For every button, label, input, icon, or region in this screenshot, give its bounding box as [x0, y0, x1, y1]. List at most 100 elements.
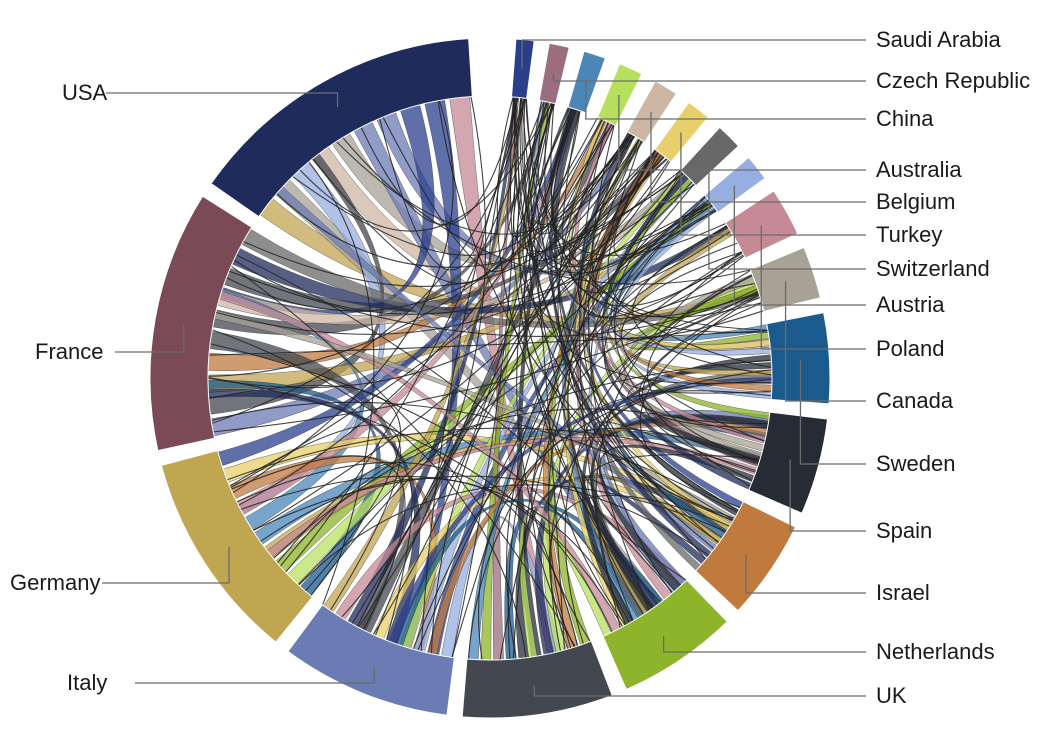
link-25 [506, 98, 603, 238]
leader-austria [733, 185, 866, 306]
arc-spain [748, 411, 829, 514]
arc-switzerland [679, 126, 740, 187]
link-123 [229, 424, 401, 611]
link-131 [519, 97, 693, 268]
label-china: China [876, 106, 934, 131]
leader-netherlands [662, 636, 866, 653]
arc-belgium [626, 80, 678, 143]
arc-turkey [654, 101, 709, 163]
link-41 [595, 250, 743, 626]
link-103 [545, 123, 718, 276]
link-128 [524, 102, 630, 257]
link-45 [430, 149, 657, 654]
link-129 [451, 138, 641, 658]
label-usa: USA [62, 80, 108, 105]
link-116 [496, 96, 676, 592]
link-57 [558, 134, 739, 512]
link-16 [211, 401, 739, 513]
link-106 [579, 121, 622, 629]
link-124 [638, 293, 768, 429]
arc-austria [703, 156, 766, 214]
leader-china [585, 82, 866, 120]
link-130 [276, 172, 685, 268]
link-7 [273, 359, 772, 559]
link-118 [372, 102, 553, 635]
label-czech-republic: Czech Republic [876, 68, 1030, 93]
link-104 [297, 195, 706, 586]
link-87 [537, 108, 613, 232]
label-belgium: Belgium [876, 189, 955, 214]
link-44 [276, 463, 413, 641]
arc-france [149, 195, 253, 452]
link-114 [571, 149, 714, 262]
link-60 [211, 97, 525, 424]
link-115 [524, 106, 662, 603]
label-poland: Poland [876, 336, 945, 361]
leader-saudi-arabia [521, 39, 866, 69]
link-layer [207, 96, 773, 660]
link-113 [516, 109, 591, 642]
arc-netherlands [602, 579, 728, 691]
link-43 [279, 408, 766, 567]
link-89 [437, 100, 734, 522]
link-111 [587, 124, 673, 594]
link-17 [298, 484, 727, 586]
label-italy: Italy [67, 670, 107, 695]
arc-poland [724, 190, 799, 259]
link-50 [577, 138, 744, 318]
leader-italy [135, 666, 375, 684]
link-105 [285, 101, 545, 573]
link-117 [236, 254, 674, 594]
link-2 [226, 427, 757, 481]
label-france: France [35, 339, 103, 364]
link-93 [420, 98, 526, 652]
link-84 [233, 204, 714, 315]
arc-saudi-arabia [510, 38, 535, 99]
link-59 [593, 421, 753, 550]
link-133 [417, 171, 683, 651]
leader-usa [106, 92, 339, 107]
arc-australia [596, 63, 643, 127]
link-94 [310, 283, 756, 597]
label-turkey: Turkey [876, 222, 942, 247]
link-120 [521, 97, 720, 543]
link-53 [230, 265, 576, 648]
link-80 [519, 101, 735, 519]
label-uk: UK [876, 683, 907, 708]
link-19 [550, 381, 772, 652]
link-127 [569, 124, 732, 294]
link-109 [562, 110, 660, 266]
link-63 [207, 160, 671, 389]
link-81 [548, 494, 731, 650]
link-126 [607, 149, 762, 318]
arc-italy [287, 604, 455, 716]
leader-belgium [650, 111, 866, 203]
label-switzerland: Switzerland [876, 256, 990, 281]
arc-canada [749, 246, 821, 313]
leader-switzerland [708, 157, 866, 270]
arc-uk [461, 640, 613, 719]
link-100 [499, 139, 642, 660]
leader-uk [533, 685, 866, 697]
leader-france [115, 324, 185, 353]
label-germany: Germany [10, 570, 100, 595]
leader-australia [618, 94, 866, 171]
link-64 [512, 102, 684, 252]
arc-usa [210, 38, 473, 218]
leader-czech-republic [552, 73, 866, 82]
arc-sweden [766, 312, 831, 405]
leader-germany [102, 547, 230, 584]
link-48 [564, 274, 753, 645]
link-65 [590, 209, 720, 544]
link-121 [208, 384, 401, 592]
link-51 [382, 96, 520, 273]
link-132 [544, 102, 745, 320]
arc-china [567, 50, 607, 114]
link-46 [639, 294, 760, 509]
label-austria: Austria [876, 292, 945, 317]
label-saudi-arabia: Saudi Arabia [876, 27, 1002, 52]
link-112 [621, 251, 765, 442]
link-95 [292, 110, 581, 256]
leader-israel [745, 554, 866, 594]
leader-spain [789, 459, 866, 532]
